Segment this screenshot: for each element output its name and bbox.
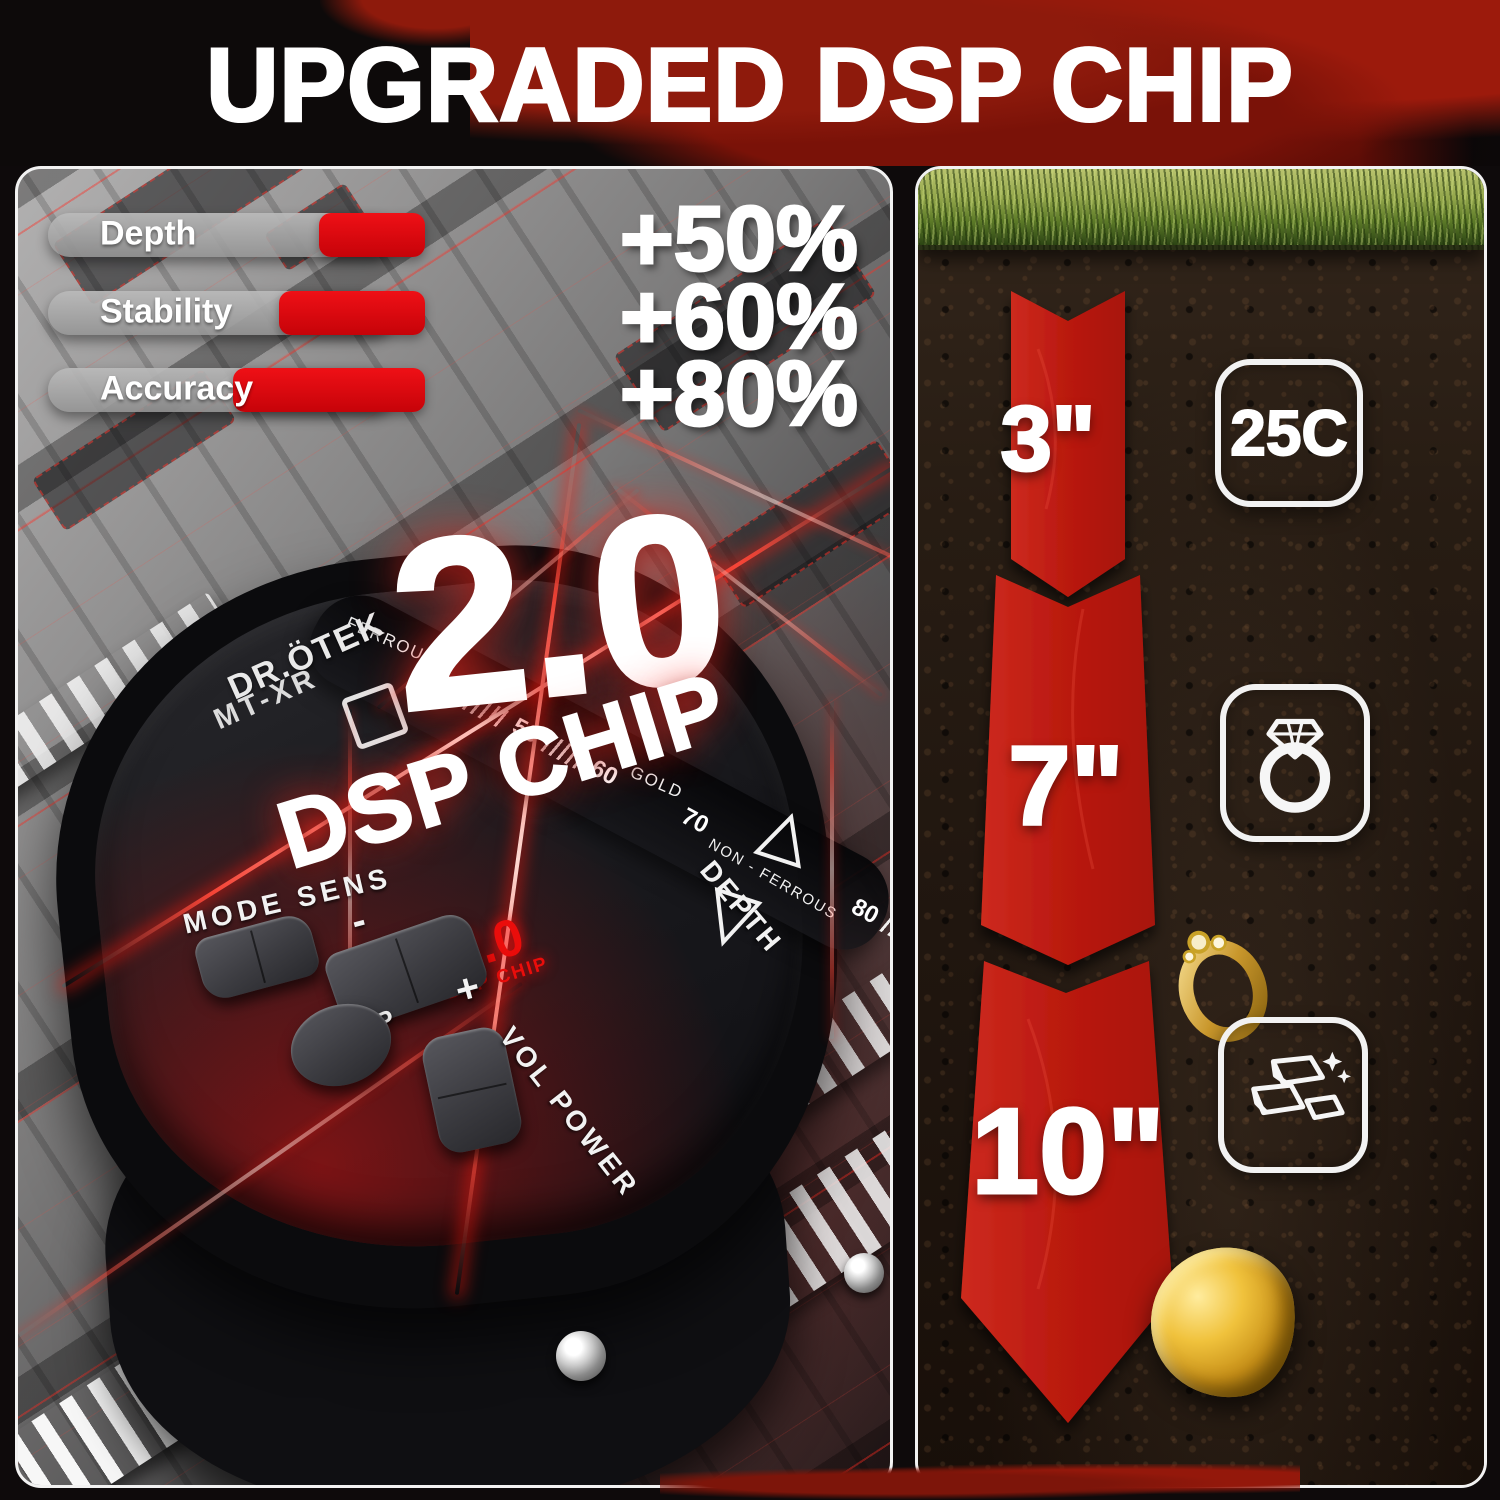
laser-wireframe-edge	[830, 699, 834, 1039]
arrow-segment-3	[961, 961, 1173, 1423]
dsp-chip-panel: FERROUS 40 50 60 GOLD 70 NON - FERROUS 8…	[15, 166, 893, 1488]
arrow-segment-2	[981, 575, 1155, 965]
stat-row-depth: Depth +50%	[48, 187, 859, 292]
arrow-segment-1	[1011, 291, 1125, 597]
depth-marker-3in: 3"	[999, 387, 1097, 492]
red-splatter-texture	[470, 0, 1500, 166]
screw	[844, 1253, 884, 1293]
stat-row-stability: Stability +60%	[48, 265, 859, 370]
screw	[556, 1331, 606, 1381]
dial-tick: 70	[676, 802, 714, 840]
stat-row-accuracy: Accuracy +80%	[48, 342, 859, 447]
stat-value: +50%	[619, 187, 860, 292]
dial-tick: 80	[847, 893, 884, 930]
stat-label: Accuracy	[100, 369, 254, 408]
diamond-ring-icon	[1259, 718, 1331, 813]
stat-bar-fill	[319, 213, 425, 257]
button-divider	[250, 930, 266, 983]
grass-texture	[918, 169, 1484, 250]
stat-bar-fill	[279, 291, 425, 335]
button-divider	[437, 1082, 507, 1100]
depth-marker-10in: 10"	[970, 1082, 1167, 1221]
gold-bars-badge	[1218, 1017, 1368, 1173]
red-splatter-bottom	[660, 1464, 1300, 1500]
detection-depth-panel: 3" 7" 10" 25C	[915, 166, 1487, 1488]
depth-marker-7in: 7"	[1007, 722, 1125, 850]
red-splatter-texture-small	[320, 0, 550, 46]
button-divider	[395, 938, 419, 1003]
laser-wireframe-edge	[348, 709, 352, 1069]
page-title: UPGRADED DSP CHIP	[205, 25, 1295, 145]
coin-badge: 25C	[1215, 359, 1363, 507]
stat-label: Stability	[100, 292, 233, 331]
stat-bar-fill	[233, 368, 425, 412]
gold-bars-icon	[1251, 1051, 1352, 1121]
ring-badge	[1220, 684, 1370, 842]
stat-value: +80%	[619, 342, 860, 447]
depth-arrows-icon	[714, 812, 801, 947]
coin-25c-label: 25C	[1229, 396, 1348, 470]
stat-value: +60%	[619, 265, 860, 370]
arrow-texture-veins	[1026, 348, 1095, 1290]
stat-label: Depth	[100, 214, 197, 253]
header-banner: UPGRADED DSP CHIP	[0, 0, 1500, 166]
depth-arrow	[961, 291, 1173, 1423]
